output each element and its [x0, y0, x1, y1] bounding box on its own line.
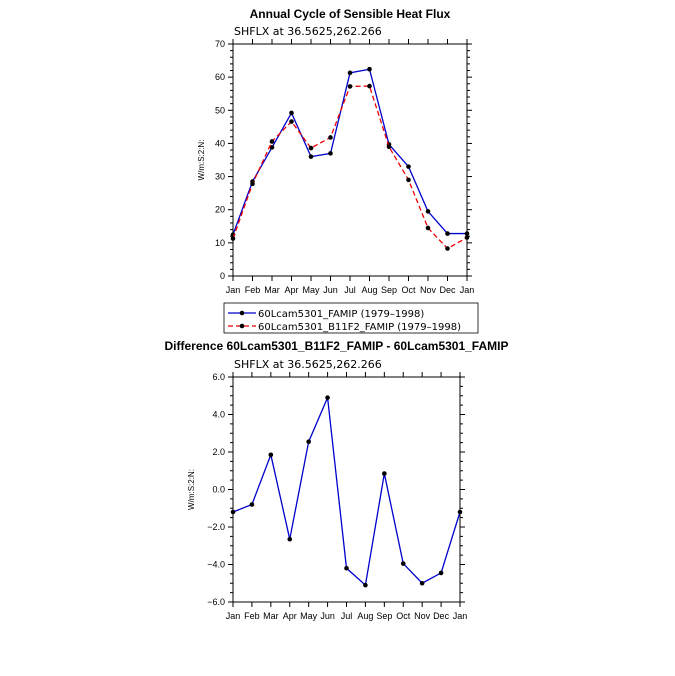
- data-point: [289, 110, 294, 116]
- data-point: [344, 565, 349, 571]
- data-point: [249, 502, 255, 507]
- data-point: [268, 452, 274, 458]
- y-tick-label: 10: [215, 238, 225, 248]
- data-point: [230, 509, 236, 515]
- series-line: [232, 85, 468, 250]
- x-tick-label: Nov: [420, 285, 437, 295]
- x-tick-label: Mar: [263, 611, 279, 621]
- y-tick-label: 6.0: [212, 372, 225, 382]
- legend: 60Lcam5301_FAMIP (1979–1998) 60Lcam5301_B…: [223, 302, 479, 334]
- data-point: [425, 225, 431, 231]
- legend-marker: [239, 310, 245, 316]
- data-point: [367, 66, 372, 72]
- x-tick-label: Feb: [244, 611, 260, 621]
- series-1: [230, 395, 463, 588]
- x-tick-label: May: [302, 285, 320, 295]
- legend-box: [223, 302, 479, 334]
- data-point: [230, 236, 236, 241]
- legend-marker: [239, 323, 245, 329]
- x-tick-label: Jan: [226, 285, 241, 295]
- x-tick-label: Sep: [381, 285, 397, 295]
- data-point: [464, 235, 470, 240]
- x-tick-label: Feb: [245, 285, 261, 295]
- y-tick-label: 0.0: [212, 485, 225, 495]
- data-point: [306, 439, 311, 444]
- y-tick-label: 20: [215, 205, 225, 215]
- data-point: [328, 151, 333, 156]
- x-tick-label: Oct: [396, 611, 411, 621]
- data-point: [287, 536, 293, 542]
- y-axis-label: W/m:S:2:N:: [197, 140, 206, 181]
- x-tick-label: Jan: [453, 611, 468, 621]
- x-tick-label: Nov: [414, 611, 431, 621]
- x-tick-label: Aug: [361, 285, 377, 295]
- y-tick-label: 60: [215, 72, 225, 82]
- series-line: [232, 395, 461, 587]
- x-tick-label: Jul: [341, 611, 353, 621]
- data-point: [445, 246, 450, 251]
- x-tick-label: Apr: [284, 285, 298, 295]
- series-2: [230, 83, 470, 251]
- plot-frame: [232, 43, 468, 277]
- x-tick-label: Jun: [323, 285, 338, 295]
- data-point: [419, 580, 425, 586]
- y-tick-label: 70: [215, 39, 225, 49]
- data-point: [438, 570, 444, 576]
- data-point: [269, 139, 275, 144]
- data-point: [347, 70, 353, 76]
- data-point: [308, 145, 314, 151]
- chart-title: Difference 60Lcam5301_B11F2_FAMIP - 60Lc…: [165, 339, 509, 353]
- x-tick-label: Dec: [439, 285, 456, 295]
- data-point: [406, 177, 411, 183]
- data-point: [328, 135, 333, 140]
- data-point: [347, 84, 353, 89]
- x-tick-label: Aug: [357, 611, 373, 621]
- y-axis-label: W/m:S:2:N:: [187, 469, 196, 510]
- data-point: [400, 561, 406, 566]
- data-point: [308, 154, 314, 159]
- y-tick-label: 2.0: [212, 447, 225, 457]
- chart-subtitle: SHFLX at 36.5625,262.266: [234, 25, 382, 38]
- data-point: [425, 209, 431, 214]
- y-tick-label: 30: [215, 172, 225, 182]
- x-tick-label: Dec: [433, 611, 450, 621]
- x-tick-label: Mar: [264, 285, 280, 295]
- chart-subtitle: SHFLX at 36.5625,262.266: [234, 358, 382, 371]
- series-line: [232, 68, 467, 235]
- y-tick-label: 4.0: [212, 410, 225, 420]
- chart-1: Annual Cycle of Sensible Heat Flux SHFLX …: [197, 7, 479, 334]
- data-point: [464, 231, 470, 236]
- data-point: [250, 181, 255, 187]
- data-point: [289, 119, 294, 124]
- x-tick-label: Jan: [460, 285, 475, 295]
- data-point: [382, 471, 387, 476]
- x-tick-label: Sep: [376, 611, 392, 621]
- y-tick-label: 40: [215, 138, 225, 148]
- y-tick-label: −6.0: [207, 597, 225, 607]
- x-tick-label: Oct: [401, 285, 416, 295]
- y-tick-label: −2.0: [207, 522, 225, 532]
- x-tick-label: Jun: [320, 611, 335, 621]
- data-point: [457, 509, 463, 515]
- y-tick-label: 50: [215, 105, 225, 115]
- data-point: [445, 231, 450, 236]
- legend-entry: 60Lcam5301_B11F2_FAMIP (1979–1998): [258, 322, 461, 333]
- legend-entry: 60Lcam5301_FAMIP (1979–1998): [258, 309, 424, 320]
- data-point: [325, 395, 330, 400]
- series-1: [230, 66, 470, 237]
- chart-title: Annual Cycle of Sensible Heat Flux: [250, 7, 451, 21]
- y-tick-label: −4.0: [207, 560, 225, 570]
- data-point: [406, 164, 411, 169]
- x-tick-label: May: [300, 611, 318, 621]
- data-point: [363, 582, 368, 588]
- x-tick-label: Apr: [283, 611, 297, 621]
- data-point: [367, 83, 372, 89]
- chart-2: Difference 60Lcam5301_B11F2_FAMIP - 60Lc…: [165, 339, 509, 621]
- x-tick-label: Jul: [344, 285, 356, 295]
- y-tick-label: 0: [220, 271, 225, 281]
- data-point: [269, 145, 275, 150]
- x-tick-label: Jan: [226, 611, 241, 621]
- data-point: [386, 144, 392, 150]
